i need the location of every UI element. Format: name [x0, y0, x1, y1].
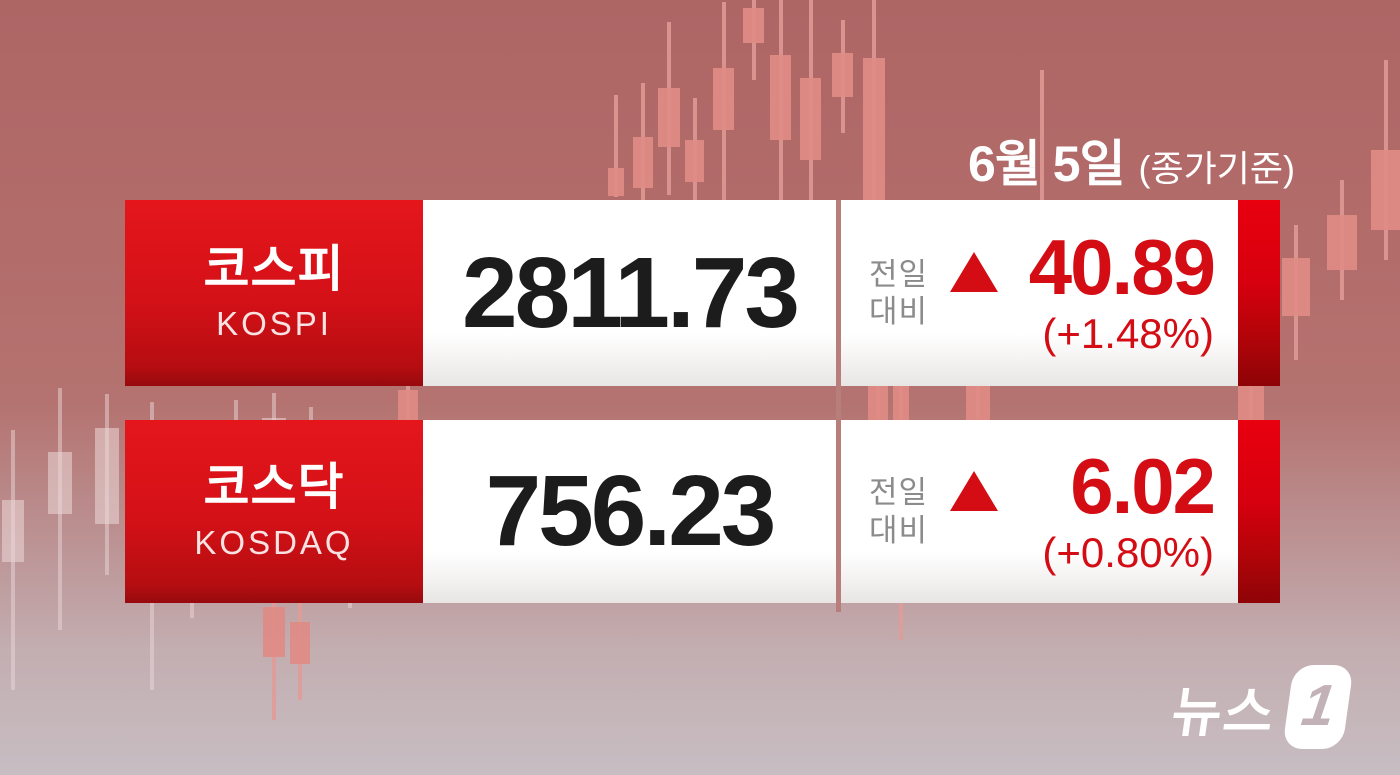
index-name-ko: 코스닥 [203, 459, 345, 516]
news1-logo-one-icon: 1 [1282, 665, 1354, 749]
candlestick-body [743, 8, 764, 43]
date-text: 6월 5일 [968, 136, 1126, 192]
column-divider-line [836, 200, 841, 612]
panel-divider [836, 200, 841, 386]
up-triangle-icon [950, 252, 999, 292]
date-note: (종가기준) [1138, 148, 1295, 189]
change-group: 40.89 (+1.48%) [1020, 228, 1238, 358]
right-red-cap [1238, 420, 1280, 603]
change-panel: 전일 대비 6.02 (+0.80%) [841, 420, 1238, 603]
index-name-en: KOSPI [216, 305, 332, 343]
candlestick-body [1371, 150, 1400, 230]
up-triangle-icon [950, 470, 999, 511]
candlestick-wick [1040, 70, 1044, 310]
candlestick-wick [614, 95, 618, 197]
candlestick-body [48, 452, 72, 514]
candlestick-body [713, 68, 734, 130]
candlestick-body [832, 53, 853, 97]
prev-day-label: 전일 대비 [869, 256, 928, 330]
candlestick-body [863, 58, 885, 200]
candlestick-body [2, 500, 24, 562]
news1-logo-text: 뉴스 [1167, 682, 1280, 743]
change-percent: (+1.48%) [1042, 310, 1214, 357]
change-group: 6.02 (+0.80%) [1020, 447, 1238, 577]
change-percent: (+0.80%) [1042, 528, 1214, 576]
right-red-cap [1238, 200, 1280, 386]
news1-logo: 뉴스 1 [1167, 665, 1354, 749]
prev-day-label-line1: 전일 [869, 256, 929, 292]
candlestick-body [770, 55, 791, 140]
candlestick-body [263, 607, 285, 657]
candlestick-body [95, 428, 119, 524]
prev-day-label-line2: 대비 [869, 512, 929, 548]
candlestick-body [1327, 215, 1357, 270]
candlestick-body [1238, 385, 1264, 420]
index-value: 2811.73 [462, 236, 800, 349]
index-label-block: 코스피 KOSPI [125, 200, 423, 386]
candlestick-body [633, 137, 653, 188]
prev-day-label: 전일 대비 [869, 474, 928, 548]
index-row-kosdaq: 코스닥 KOSDAQ 756.23 전일 대비 6.02 (+0.80%) [125, 420, 1280, 603]
prev-day-label-line1: 전일 [869, 475, 929, 511]
index-name-en: KOSDAQ [194, 523, 354, 561]
candlestick-body [868, 380, 888, 420]
candlestick-body [398, 390, 418, 422]
change-value: 40.89 [1028, 223, 1216, 311]
change-value: 6.02 [1070, 441, 1216, 530]
index-value-panel: 2811.73 [423, 200, 836, 386]
index-value-panel: 756.23 [423, 420, 836, 603]
candlestick-body [658, 88, 680, 147]
candlestick-body [608, 168, 624, 196]
candlestick-body [685, 140, 704, 182]
index-row-kospi: 코스피 KOSPI 2811.73 전일 대비 40.89 (+1.48%) [125, 200, 1280, 386]
prev-day-label-line2: 대비 [869, 294, 929, 329]
index-label-block: 코스닥 KOSDAQ [125, 420, 423, 603]
index-value: 756.23 [485, 455, 777, 567]
candlestick-body [893, 385, 909, 420]
candlestick-body [800, 78, 821, 160]
panel-divider [836, 420, 841, 603]
date-header: 6월 5일 (종가기준) [968, 124, 1295, 196]
index-name-ko: 코스피 [203, 240, 345, 297]
change-panel: 전일 대비 40.89 (+1.48%) [841, 200, 1238, 386]
candlestick-body [290, 622, 310, 664]
candlestick-body [1282, 258, 1310, 316]
